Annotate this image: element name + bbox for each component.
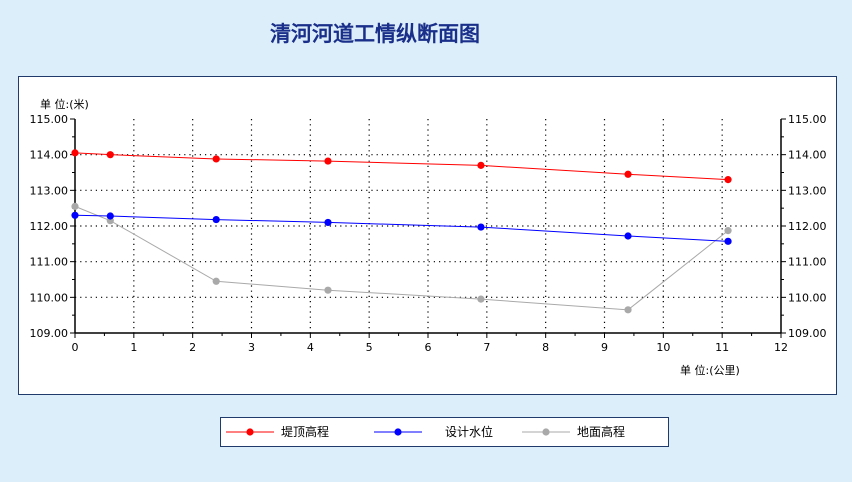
legend: 堤顶高程 设计水位 地面高程 xyxy=(226,424,625,439)
y-tick-label-right: 115.00 xyxy=(788,113,827,126)
y-tick-label-right: 109.00 xyxy=(788,327,827,340)
series-point-0 xyxy=(212,155,220,163)
legend-marker-2 xyxy=(542,428,550,436)
y-tick-label-right: 114.00 xyxy=(788,149,827,162)
legend-label-1: 设计水位 xyxy=(445,424,493,439)
series-point-0 xyxy=(624,170,632,178)
series-point-1 xyxy=(724,237,732,245)
series-point-0 xyxy=(477,161,485,169)
series-point-1 xyxy=(477,223,485,231)
series-point-2 xyxy=(477,295,485,303)
y-tick-label-left: 113.00 xyxy=(30,184,69,197)
y-tick-label-left: 111.00 xyxy=(30,256,69,269)
x-unit-label: 单 位:(公里) xyxy=(680,363,740,377)
x-tick-label: 12 xyxy=(774,341,788,354)
x-tick-label: 10 xyxy=(656,341,670,354)
x-tick-label: 5 xyxy=(366,341,373,354)
y-tick-label-left: 114.00 xyxy=(30,149,69,162)
legend-box xyxy=(220,417,669,447)
series-point-2 xyxy=(624,306,632,314)
series-point-2 xyxy=(212,277,220,285)
series-point-2 xyxy=(71,202,79,210)
x-tick-label: 4 xyxy=(307,341,314,354)
series-point-2 xyxy=(724,227,732,235)
series-point-1 xyxy=(324,218,332,227)
series-point-1 xyxy=(106,212,114,220)
x-tick-label: 1 xyxy=(130,341,137,354)
series-layer xyxy=(71,149,732,314)
y-tick-label-right: 110.00 xyxy=(788,291,827,304)
grid-lines xyxy=(75,119,781,333)
x-tick-label: 6 xyxy=(425,341,432,354)
x-tick-label: 11 xyxy=(715,341,729,354)
series-point-1 xyxy=(624,232,632,240)
y-tick-label-left: 115.00 xyxy=(30,113,69,126)
series-point-0 xyxy=(324,157,332,165)
y-tick-label-right: 111.00 xyxy=(788,256,827,269)
y-tick-label-left: 110.00 xyxy=(30,291,69,304)
legend-label-0: 堤顶高程 xyxy=(281,424,329,439)
series-point-1 xyxy=(212,215,220,224)
y-tick-label-right: 112.00 xyxy=(788,220,827,233)
series-point-0 xyxy=(71,149,79,157)
x-tick-label: 8 xyxy=(542,341,549,354)
y-tick-label-right: 113.00 xyxy=(788,184,827,197)
chart-title: 清河河道工情纵断面图 xyxy=(270,22,480,46)
x-tick-label: 7 xyxy=(483,341,490,354)
series-point-0 xyxy=(724,176,732,184)
legend-marker-0 xyxy=(246,428,254,436)
legend-marker-1 xyxy=(394,428,402,436)
x-tick-label: 9 xyxy=(601,341,608,354)
series-point-0 xyxy=(106,151,114,159)
x-tick-label: 0 xyxy=(72,341,79,354)
y-tick-label-left: 112.00 xyxy=(30,220,69,233)
y-unit-label: 单 位:(米) xyxy=(40,97,89,111)
series-point-2 xyxy=(324,286,332,294)
legend-label-2: 地面高程 xyxy=(577,424,625,439)
x-tick-label: 3 xyxy=(248,341,255,354)
y-tick-label-left: 109.00 xyxy=(30,327,69,340)
series-point-1 xyxy=(71,211,79,219)
x-tick-label: 2 xyxy=(189,341,196,354)
